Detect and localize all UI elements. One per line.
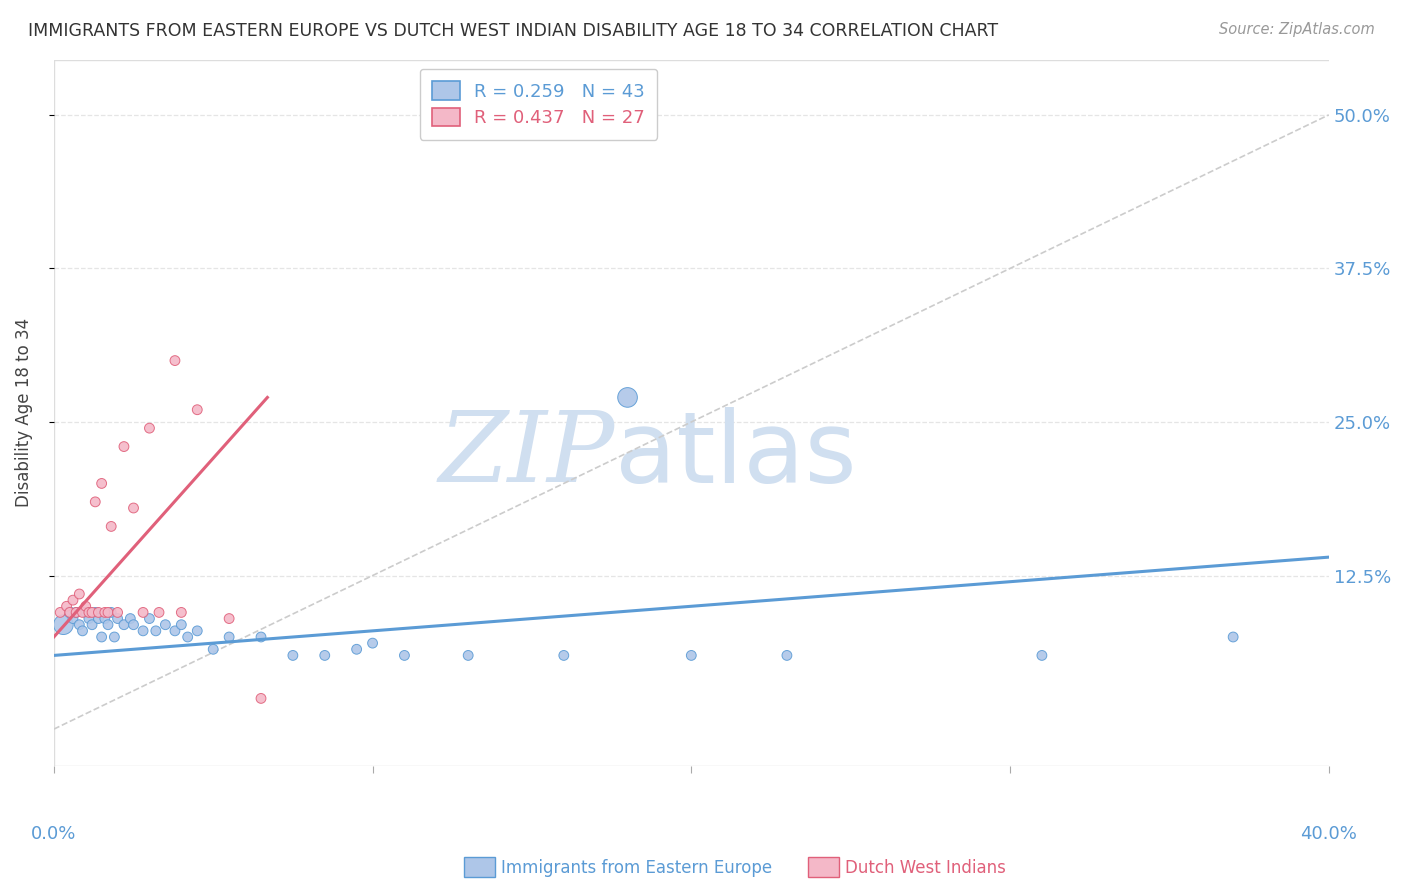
Point [346, 642, 368, 657]
Point [94, 606, 117, 620]
Point [80, 617, 103, 632]
Point [103, 630, 125, 644]
Point [132, 624, 155, 638]
Point [62, 611, 84, 625]
Point [65, 606, 87, 620]
Point [681, 648, 703, 663]
Y-axis label: Disability Age 18 to 34: Disability Age 18 to 34 [15, 318, 32, 508]
Point [67, 587, 90, 601]
Point [1031, 648, 1053, 663]
Point [250, 630, 273, 644]
Point [132, 606, 155, 620]
Point [186, 402, 208, 417]
Point [122, 501, 145, 516]
Point [65, 606, 87, 620]
Point [107, 606, 129, 620]
Text: atlas: atlas [614, 407, 856, 504]
Point [155, 617, 177, 632]
Point [100, 606, 122, 620]
Point [112, 617, 135, 632]
Point [218, 611, 240, 625]
Point [77, 606, 100, 620]
Point [186, 624, 208, 638]
Point [138, 421, 160, 435]
Text: 0.0%: 0.0% [31, 825, 76, 843]
Point [112, 440, 135, 454]
Point [553, 648, 575, 663]
Point [138, 611, 160, 625]
Point [84, 495, 107, 509]
Point [84, 606, 107, 620]
Point [94, 611, 117, 625]
Point [80, 606, 103, 620]
Point [59, 606, 82, 620]
Point [202, 642, 225, 657]
Point [59, 606, 82, 620]
Point [314, 648, 336, 663]
Point [87, 611, 110, 625]
Point [1222, 630, 1244, 644]
Point [90, 476, 112, 491]
Point [75, 599, 97, 614]
Point [250, 691, 273, 706]
Point [72, 606, 94, 620]
Text: Source: ZipAtlas.com: Source: ZipAtlas.com [1219, 22, 1375, 37]
Point [75, 606, 97, 620]
Text: IMMIGRANTS FROM EASTERN EUROPE VS DUTCH WEST INDIAN DISABILITY AGE 18 TO 34 CORR: IMMIGRANTS FROM EASTERN EUROPE VS DUTCH … [28, 22, 998, 40]
Point [394, 648, 416, 663]
Point [49, 606, 72, 620]
Point [361, 636, 384, 650]
Point [163, 624, 186, 638]
Point [170, 606, 193, 620]
Point [52, 617, 75, 632]
Text: 40.0%: 40.0% [1301, 825, 1357, 843]
Text: Immigrants from Eastern Europe: Immigrants from Eastern Europe [501, 859, 772, 877]
Point [120, 611, 142, 625]
Point [97, 617, 120, 632]
Point [55, 599, 77, 614]
Legend: R = 0.259   N = 43, R = 0.437   N = 27: R = 0.259 N = 43, R = 0.437 N = 27 [420, 69, 658, 140]
Point [170, 617, 193, 632]
Point [616, 391, 638, 405]
Text: ZIP: ZIP [439, 408, 614, 503]
Point [87, 606, 110, 620]
Point [457, 648, 479, 663]
Point [145, 624, 167, 638]
Text: Dutch West Indians: Dutch West Indians [845, 859, 1005, 877]
Point [90, 630, 112, 644]
Point [77, 611, 100, 625]
Point [62, 593, 84, 607]
Point [97, 606, 120, 620]
Point [281, 648, 304, 663]
Point [122, 617, 145, 632]
Point [776, 648, 799, 663]
Point [163, 353, 186, 368]
Point [148, 606, 170, 620]
Point [67, 617, 90, 632]
Point [72, 624, 94, 638]
Point [218, 630, 240, 644]
Point [100, 519, 122, 533]
Point [177, 630, 200, 644]
Point [107, 611, 129, 625]
